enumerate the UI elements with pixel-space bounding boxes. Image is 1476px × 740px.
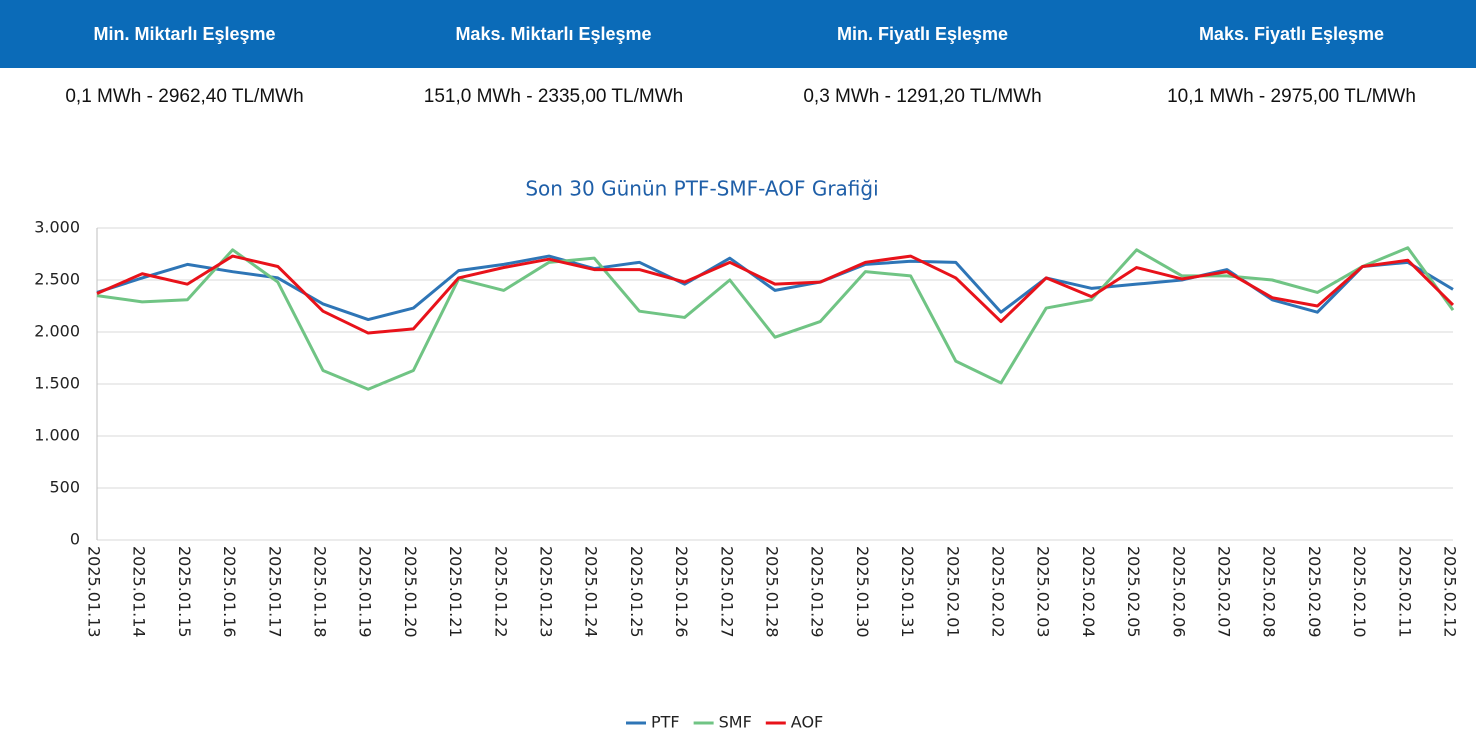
x-tick-label: 2025.01.27 — [717, 546, 736, 638]
header-cell: Min. Miktarlı Eşleşme — [93, 23, 276, 44]
x-tick-label: 2025.01.23 — [537, 546, 556, 638]
x-tick-label: 2025.02.08 — [1260, 546, 1279, 638]
legend-label: AOF — [791, 713, 823, 732]
x-tick-label: 2025.01.17 — [265, 546, 284, 638]
chart: Son 30 Günün PTF-SMF-AOF Grafiği 0 500 1.0… — [34, 177, 1460, 732]
x-tick-label: 2025.02.11 — [1395, 546, 1414, 638]
y-tick-label: 2.500 — [34, 270, 80, 289]
x-tick-label: 2025.02.06 — [1169, 546, 1188, 638]
legend-label: PTF — [651, 713, 680, 732]
cell: 0,3 MWh - 1291,20 TL/MWh — [803, 86, 1042, 107]
cell: 10,1 MWh - 2975,00 TL/MWh — [1167, 86, 1416, 107]
header-cell: Maks. Fiyatlı Eşleşme — [1198, 23, 1385, 44]
y-tick-label: 3.000 — [34, 218, 80, 237]
line-series — [96, 246, 1455, 391]
x-tick-label: 2025.02.05 — [1124, 546, 1143, 638]
x-tick-label: 2025.02.12 — [1441, 546, 1460, 638]
y-tick-label: 1.000 — [34, 426, 80, 445]
table-header: Min. Miktarlı Eşleşme Maks. Miktarlı Eşl… — [0, 0, 1476, 68]
y-tick-label: 500 — [49, 478, 80, 497]
x-tick-label: 2025.02.04 — [1079, 546, 1098, 638]
x-tick-label: 2025.01.30 — [853, 546, 872, 638]
x-tick-label: 2025.01.24 — [582, 546, 601, 638]
chart-title: Son 30 Günün PTF-SMF-AOF Grafiği — [525, 177, 878, 201]
x-tick-label: 2025.01.13 — [85, 546, 104, 638]
x-tick-label: 2025.01.22 — [491, 546, 510, 638]
x-tick-label: 2025.01.29 — [808, 546, 827, 638]
x-tick-label: 2025.01.20 — [401, 546, 420, 638]
x-tick-label: 2025.02.03 — [1034, 546, 1053, 638]
x-tick-label: 2025.01.18 — [311, 546, 330, 638]
line-series — [96, 254, 1454, 322]
y-tick-label: 2.000 — [34, 322, 80, 341]
x-tick-label: 2025.02.01 — [943, 546, 962, 638]
x-tick-label: 2025.01.16 — [220, 546, 239, 638]
table-row: 0,1 MWh - 2962,40 TL/MWh 151,0 MWh - 233… — [0, 68, 1476, 126]
x-tick-label: 2025.01.15 — [175, 546, 194, 638]
cell: 0,1 MWh - 2962,40 TL/MWh — [65, 86, 304, 107]
line-series — [96, 254, 1455, 335]
y-tick-label: 1.500 — [34, 374, 80, 393]
x-tick-label: 2025.01.26 — [672, 546, 691, 638]
legend-label: SMF — [719, 713, 752, 732]
x-tick-label: 2025.01.28 — [763, 546, 782, 638]
x-tick-label: 2025.01.14 — [130, 546, 149, 638]
header-cell: Min. Fiyatlı Eşleşme — [836, 23, 1009, 44]
header-cell: Maks. Miktarlı Eşleşme — [455, 23, 652, 44]
x-tick-label: 2025.01.19 — [356, 546, 375, 638]
x-tick-label: 2025.02.10 — [1350, 546, 1369, 638]
x-tick-label: 2025.01.21 — [446, 546, 465, 638]
y-tick-label: 0 — [70, 530, 80, 549]
cell: 151,0 MWh - 2335,00 TL/MWh — [423, 86, 684, 107]
x-tick-label: 2025.01.31 — [898, 546, 917, 638]
x-tick-label: 2025.02.09 — [1305, 546, 1324, 638]
x-tick-label: 2025.01.25 — [627, 546, 646, 638]
x-tick-label: 2025.02.02 — [989, 546, 1008, 638]
x-tick-label: 2025.02.07 — [1215, 546, 1234, 638]
